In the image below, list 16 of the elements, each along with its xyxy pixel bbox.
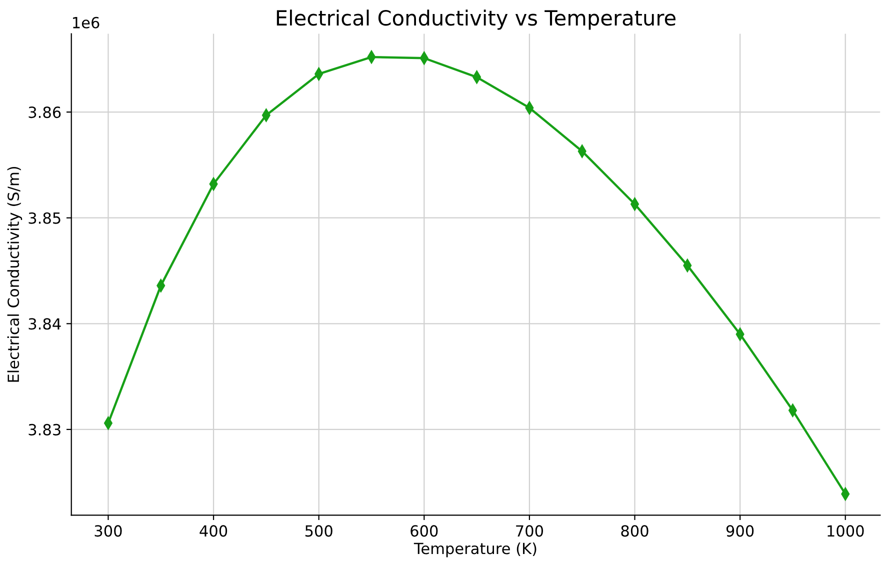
text: 1e6 — [73, 16, 100, 28]
y-tick-label: 3.85 — [28, 212, 60, 224]
chart-title: Electrical Conductivity vs Temperature — [276, 10, 676, 30]
x-tick-label: 600 — [410, 525, 438, 537]
y-tick-label: 3.84 — [28, 318, 61, 330]
y-tick-label: 3.86 — [28, 106, 61, 118]
x-tick-label: 400 — [200, 525, 228, 537]
x-tick-label: 1000 — [828, 525, 864, 537]
x-tick-label: 900 — [726, 525, 754, 537]
x-tick-label: 700 — [516, 525, 544, 537]
x-tick-label: 300 — [94, 525, 122, 537]
x-tick-label: 800 — [621, 525, 648, 537]
x-tick-label: 500 — [305, 525, 332, 537]
x-axis-title: Temperature (K) — [414, 542, 536, 558]
y-tick-label: 3.83 — [28, 424, 60, 436]
y-axis-title: Electrical Conductivity (S/m) — [7, 166, 22, 382]
